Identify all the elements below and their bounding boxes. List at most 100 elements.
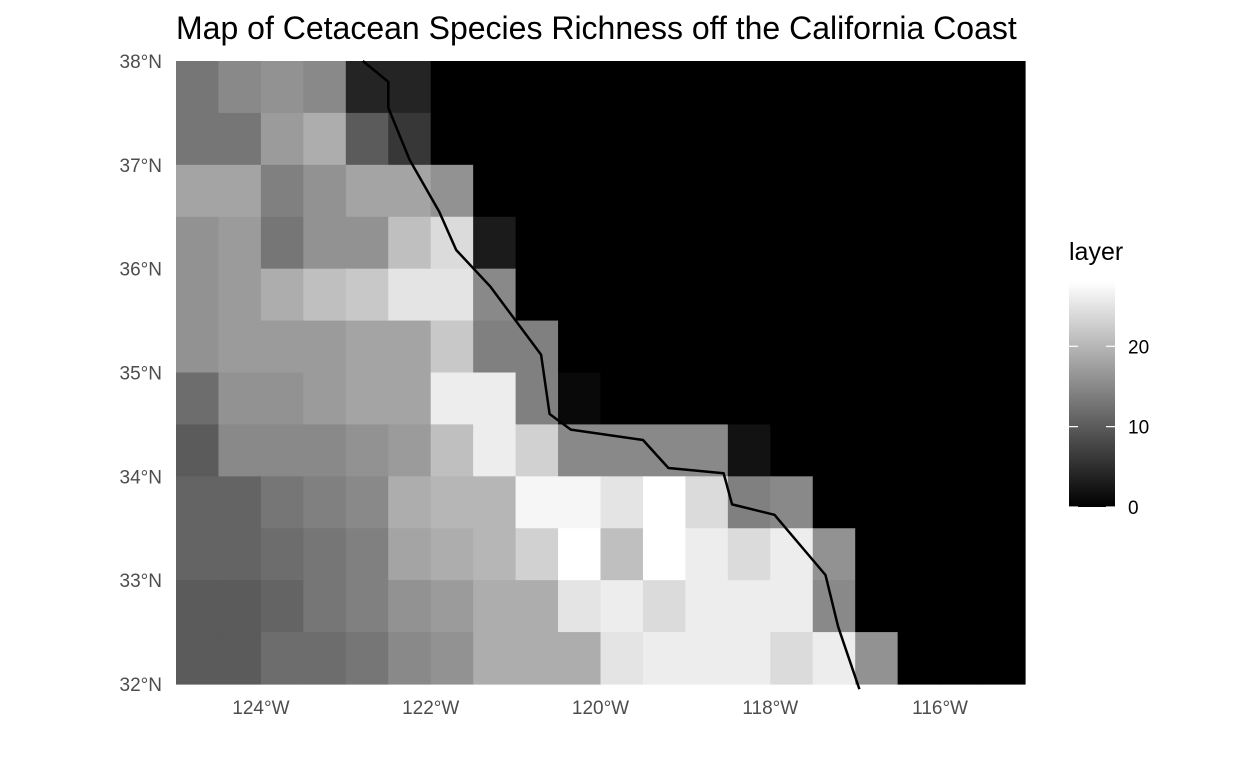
raster-cell [770, 424, 814, 477]
raster-cell [982, 216, 1026, 270]
raster-cell [897, 424, 941, 477]
raster-cell [176, 580, 220, 633]
raster-cell [727, 268, 771, 322]
raster-cell [430, 61, 474, 114]
raster-cell [473, 320, 517, 374]
raster-cell [430, 372, 474, 426]
raster-cell [218, 320, 262, 374]
raster-cell [727, 528, 771, 581]
raster-cell [642, 476, 686, 529]
x-tick-label: 118°W [742, 698, 798, 719]
raster-cell [982, 164, 1026, 218]
raster-cell [812, 164, 856, 218]
raster-cell [388, 216, 432, 270]
raster-cell [515, 632, 559, 685]
raster-cell [473, 632, 517, 685]
raster-cell [727, 632, 771, 685]
raster-cell [388, 372, 432, 426]
raster-cell [982, 528, 1026, 581]
raster-cell [855, 216, 899, 270]
raster-cell [897, 476, 941, 529]
raster-cell [685, 476, 729, 529]
raster-cell [642, 112, 686, 166]
raster-cell [260, 61, 304, 114]
raster-cell [260, 632, 304, 685]
raster-cell [515, 528, 559, 581]
y-tick-label: 35°N [120, 364, 162, 385]
raster-cell [176, 268, 220, 322]
raster-cell [388, 580, 432, 633]
raster-cell [600, 61, 644, 114]
raster-cell [303, 632, 347, 685]
raster-cell [303, 164, 347, 218]
raster-cell [473, 476, 517, 529]
raster-cell [558, 528, 602, 581]
raster-cell [303, 216, 347, 270]
map-title: Map of Cetacean Species Richness off the… [176, 10, 1017, 46]
legend-colorbar [1069, 282, 1115, 507]
raster-cell [855, 372, 899, 426]
raster-cell [685, 61, 729, 114]
raster-cell [600, 580, 644, 633]
raster-cell [727, 580, 771, 633]
raster-cell [685, 528, 729, 581]
raster-cell [897, 632, 941, 685]
raster-cell [770, 112, 814, 166]
raster-cell [940, 164, 984, 218]
raster-cell [642, 216, 686, 270]
raster-cell [685, 268, 729, 322]
raster-cell [430, 476, 474, 529]
raster-cell [260, 320, 304, 374]
raster-cell [388, 61, 432, 114]
raster-cell [176, 528, 220, 581]
raster-cell [260, 112, 304, 166]
raster-cell [388, 632, 432, 685]
raster-cell [982, 320, 1026, 374]
raster-cell [727, 320, 771, 374]
raster-cell [218, 632, 262, 685]
raster-cell [260, 216, 304, 270]
raster-cell [260, 580, 304, 633]
raster-cell [473, 424, 517, 477]
raster-cell [727, 61, 771, 114]
raster-cell [897, 372, 941, 426]
raster-cell [303, 268, 347, 322]
raster-cell [473, 112, 517, 166]
raster-cell [600, 216, 644, 270]
raster-cell [982, 632, 1026, 685]
raster-cell [303, 580, 347, 633]
raster-cell [176, 424, 220, 477]
raster-cell [812, 61, 856, 114]
raster-cell [388, 268, 432, 322]
raster-cell [600, 528, 644, 581]
raster-cell [727, 112, 771, 166]
raster-cell [770, 580, 814, 633]
raster-cell [558, 164, 602, 218]
raster-cell [855, 528, 899, 581]
raster-cell [558, 632, 602, 685]
raster-cell [982, 580, 1026, 633]
raster-cell [855, 632, 899, 685]
raster-cell [897, 216, 941, 270]
raster-cell [260, 268, 304, 322]
raster-cell [812, 268, 856, 322]
raster-cell [685, 112, 729, 166]
raster-cell [685, 216, 729, 270]
raster-cell [727, 476, 771, 529]
raster-cell [345, 424, 389, 477]
raster-cell [600, 424, 644, 477]
raster-cell [260, 164, 304, 218]
raster-cell [218, 476, 262, 529]
raster-cell [176, 632, 220, 685]
raster-cell [685, 320, 729, 374]
raster-cell [897, 528, 941, 581]
raster-cell [812, 216, 856, 270]
legend-ticks: 0 10 20 [1069, 337, 1149, 519]
raster-cell [345, 372, 389, 426]
x-tick-label: 120°W [572, 698, 629, 719]
raster-cell [855, 268, 899, 322]
raster-cell [642, 372, 686, 426]
raster-cell [430, 268, 474, 322]
raster-cell [430, 632, 474, 685]
raster-cell [218, 580, 262, 633]
